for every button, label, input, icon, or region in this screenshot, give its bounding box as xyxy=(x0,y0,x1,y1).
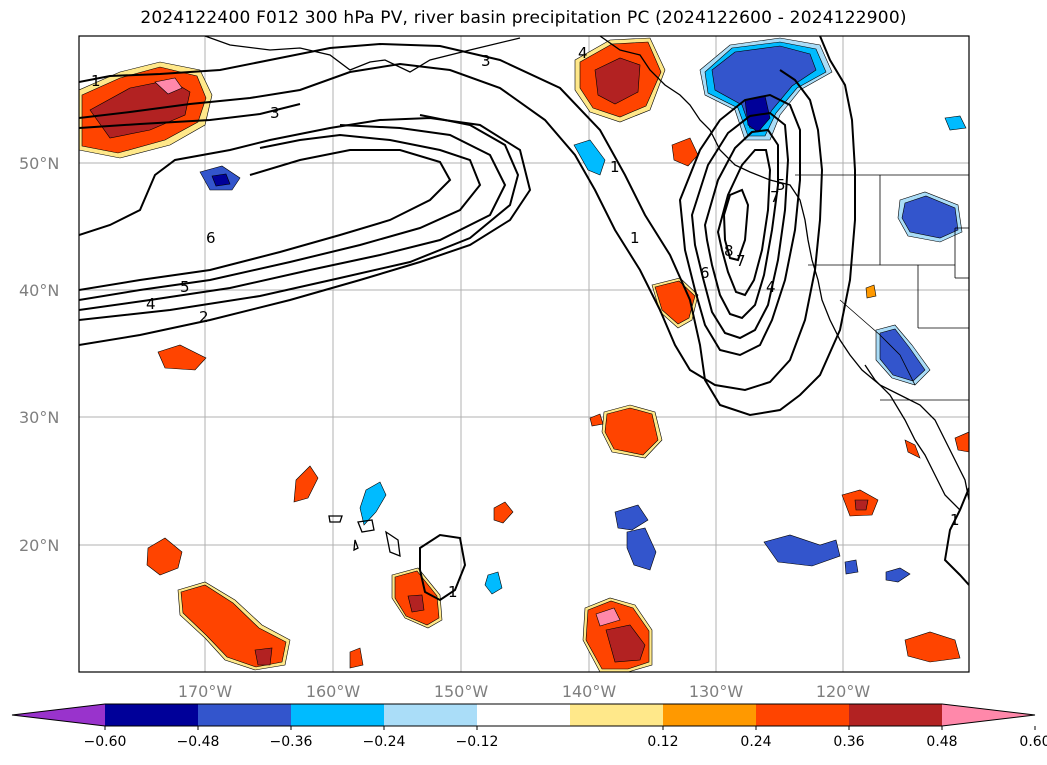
svg-text:6: 6 xyxy=(700,264,710,282)
svg-text:1: 1 xyxy=(950,511,960,529)
colorbar-segment xyxy=(477,704,571,726)
svg-text:5: 5 xyxy=(776,176,786,194)
colorbar-tick-label: −0.12 xyxy=(456,734,499,750)
svg-text:3: 3 xyxy=(481,52,491,70)
pv-contours xyxy=(79,36,969,602)
colorbar-tick-label: 0.36 xyxy=(833,734,864,750)
positive-precip-regions xyxy=(79,37,969,672)
colorbar-extend-high xyxy=(942,704,1035,726)
svg-text:4: 4 xyxy=(766,278,776,296)
colorbar-labels: −0.60 −0.48 −0.36 −0.24 −0.12 0.12 0.24 0.36 0.4… xyxy=(84,726,1047,750)
lon-label: 170°W xyxy=(178,682,233,701)
svg-text:6: 6 xyxy=(206,229,216,247)
colorbar-segment xyxy=(756,704,850,726)
coastlines xyxy=(204,36,969,558)
svg-text:3: 3 xyxy=(270,104,280,122)
svg-text:4: 4 xyxy=(146,295,156,313)
svg-text:4: 4 xyxy=(578,44,588,62)
svg-text:7: 7 xyxy=(736,252,746,270)
colorbar-tick-label: 0.60 xyxy=(1019,734,1047,750)
colorbar-tick-label: −0.48 xyxy=(177,734,220,750)
svg-text:1: 1 xyxy=(610,158,620,176)
lat-label: 50°N xyxy=(19,154,59,173)
lon-label: 150°W xyxy=(434,682,489,701)
lat-label: 30°N xyxy=(19,408,59,427)
colorbar-segment xyxy=(663,704,757,726)
svg-text:1: 1 xyxy=(630,229,640,247)
borders xyxy=(795,174,969,401)
latitude-labels: 50°N 40°N 30°N 20°N xyxy=(19,154,59,555)
map-title: 2024122400 F012 300 hPa PV, river basin … xyxy=(140,8,907,28)
svg-text:2: 2 xyxy=(199,308,209,326)
colorbar-tick-label: 0.48 xyxy=(926,734,957,750)
lon-label: 120°W xyxy=(816,682,871,701)
colorbar-tick-label: −0.36 xyxy=(270,734,313,750)
svg-text:5: 5 xyxy=(180,278,190,296)
longitude-labels: 170°W 160°W 150°W 140°W 130°W 120°W xyxy=(178,682,871,701)
colorbar-segment xyxy=(105,704,199,726)
svg-text:7: 7 xyxy=(770,188,780,206)
svg-text:8: 8 xyxy=(724,242,734,260)
svg-text:1: 1 xyxy=(448,583,458,601)
colorbar-segment xyxy=(198,704,292,726)
lat-label: 40°N xyxy=(19,281,59,300)
lon-label: 130°W xyxy=(689,682,744,701)
map-frame xyxy=(78,35,970,673)
colorbar-tick-label: −0.60 xyxy=(84,734,127,750)
colorbar-tick-label: 0.24 xyxy=(740,734,771,750)
colorbar-tick-label: −0.24 xyxy=(363,734,406,750)
lon-label: 160°W xyxy=(306,682,361,701)
colorbar-segment xyxy=(849,704,943,726)
pv-contour-labels: 1 3 5 4 2 6 3 1 4 1 8 6 7 7 5 4 1 1 xyxy=(91,44,960,601)
lat-label: 20°N xyxy=(19,536,59,555)
colorbar-segment xyxy=(384,704,478,726)
colorbar-extend-low xyxy=(12,704,105,726)
map-area xyxy=(79,36,969,672)
colorbar xyxy=(11,703,1036,727)
colorbar-tick-label: 0.12 xyxy=(647,734,678,750)
colorbar-segment xyxy=(291,704,385,726)
lon-label: 140°W xyxy=(562,682,617,701)
svg-text:1: 1 xyxy=(91,72,101,90)
colorbar-segment xyxy=(570,704,664,726)
